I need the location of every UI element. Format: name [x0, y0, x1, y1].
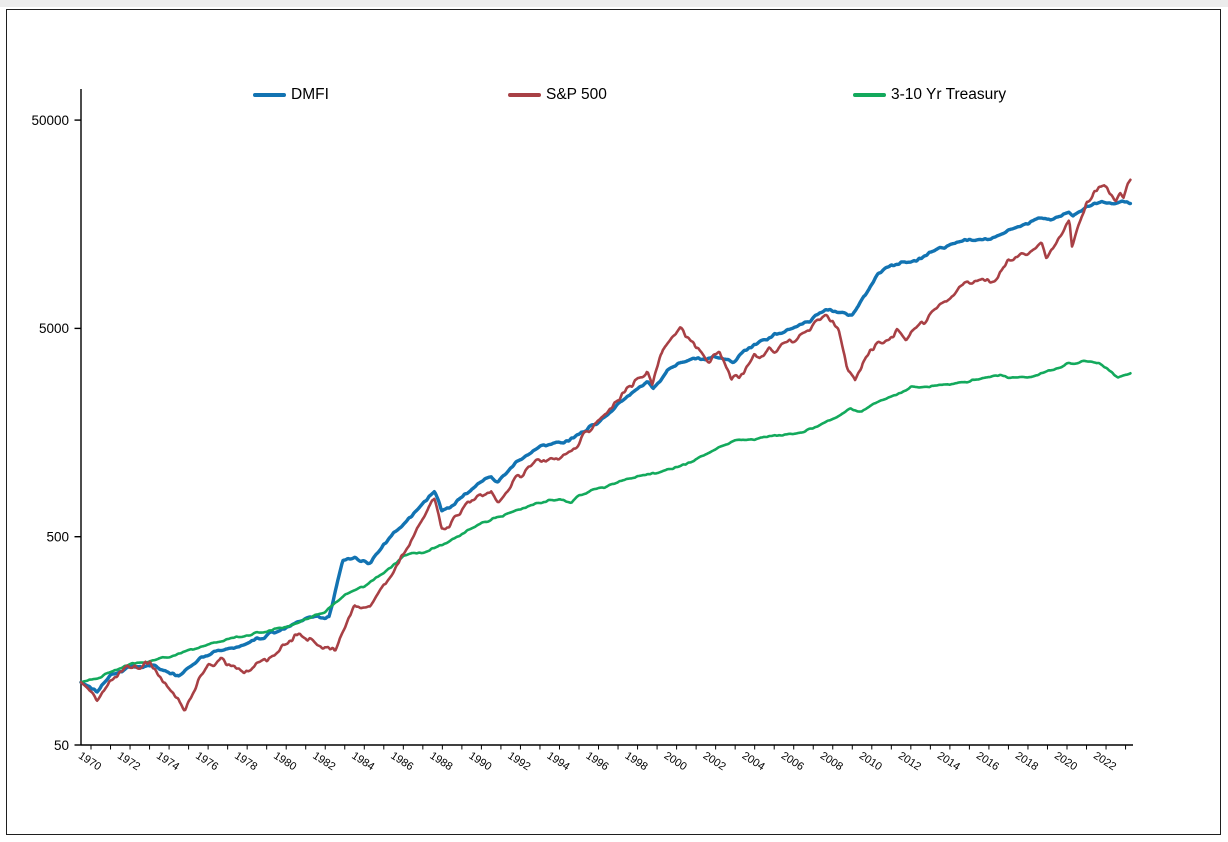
x-tick-label: 2012 [896, 750, 923, 773]
legend-label-dmfi: DMFI [291, 86, 329, 103]
x-tick-label: 2020 [1052, 750, 1079, 773]
y-tick-label: 50 [54, 738, 69, 753]
legend-swatch-treasury [853, 92, 886, 98]
x-tick-label: 2022 [1091, 750, 1118, 773]
x-tick-label: 1998 [623, 750, 650, 773]
x-tick-label: 1996 [584, 750, 611, 773]
legend-item-treasury: 3-10 Yr Treasury [853, 87, 1006, 103]
x-tick-label: 1988 [427, 750, 454, 773]
x-tick-label: 1980 [271, 750, 298, 773]
legend-label-treasury: 3-10 Yr Treasury [891, 86, 1007, 103]
x-tick-label: 1982 [310, 750, 337, 773]
x-tick-label: 2014 [935, 750, 962, 773]
legend-swatch-sp500 [508, 92, 541, 98]
y-tick-label: 50000 [31, 113, 69, 128]
x-tick-label: 2000 [662, 750, 689, 773]
x-tick-label: 2006 [779, 750, 806, 773]
x-tick-label: 2004 [740, 750, 767, 773]
y-tick-label: 500 [46, 530, 69, 545]
x-tick-label: 1986 [388, 750, 415, 773]
legend-label-sp500: S&P 500 [546, 86, 607, 103]
x-tick-label: 1984 [349, 750, 376, 773]
legend-item-sp500: S&P 500 [508, 87, 607, 103]
x-tick-label: 1990 [466, 750, 493, 773]
x-tick-label: 2010 [857, 750, 884, 773]
series-line-3-10-yr-treasury [79, 359, 1132, 684]
series-line-s-p-500 [79, 178, 1132, 712]
x-tick-label: 2002 [701, 750, 728, 773]
x-tick-label: 2018 [1013, 750, 1040, 773]
chart-canvas: 50 500 5000 50000 1970 1972 1974 1976 1978 1980 19… [31, 89, 1133, 773]
window-top-strip [0, 0, 1228, 7]
x-tick-label: 2016 [974, 750, 1001, 773]
x-tick-label: 2008 [818, 750, 845, 773]
x-tick-label: 1978 [232, 750, 259, 773]
x-tick-label: 1974 [154, 750, 181, 773]
series-line-dmfi [79, 199, 1133, 694]
chart-frame: 50 500 5000 50000 1970 1972 1974 1976 1978 1980 19… [6, 9, 1221, 835]
x-tick-label: 1970 [76, 750, 103, 773]
x-tick-label: 1976 [193, 750, 220, 773]
x-tick-label: 1992 [506, 750, 533, 773]
x-tick-label: 1972 [115, 750, 142, 773]
legend-item-dmfi: DMFI [253, 87, 329, 103]
x-tick-label: 1994 [545, 750, 572, 773]
y-tick-label: 5000 [39, 321, 69, 336]
legend-swatch-dmfi [253, 92, 286, 98]
